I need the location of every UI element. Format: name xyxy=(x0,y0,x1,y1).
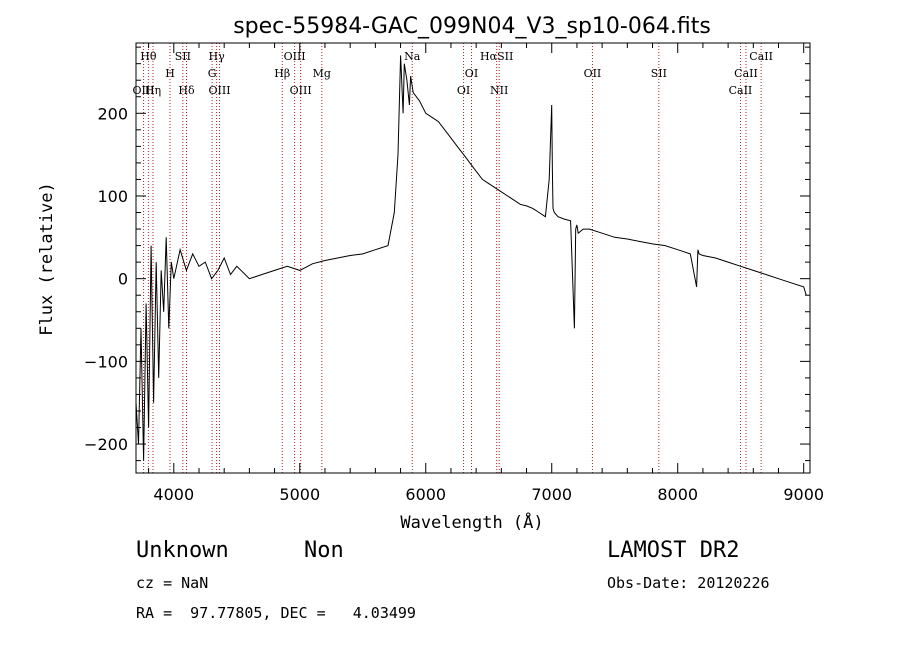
x-tick-label-4000: 4000 xyxy=(153,485,194,504)
y-tick-label-100: 100 xyxy=(97,187,128,206)
x-tick-label-7000: 7000 xyxy=(531,485,572,504)
line-label-21: NII xyxy=(490,84,508,97)
y-tick-label--100: −100 xyxy=(84,352,128,371)
line-label-1: SII xyxy=(175,50,191,63)
line-label-2: Hγ xyxy=(209,50,226,63)
line-label-22: CaII xyxy=(729,84,753,97)
line-label-9: Hβ xyxy=(274,67,290,80)
line-label-15: OIII xyxy=(133,84,155,97)
spectral-line-markers: Hθ SII Hγ OIII Na HαSII CaII H G Hβ Mg OI OII SII CaII… xyxy=(133,43,773,473)
object-class: Unknown xyxy=(136,538,229,563)
coordinates: RA = 97.77805, DEC = 4.03499 xyxy=(136,604,416,622)
line-label-11: OI xyxy=(465,67,478,80)
obs-date: Obs-Date: 20120226 xyxy=(607,574,770,592)
line-label-16: Hη xyxy=(145,84,161,97)
line-label-12: OII xyxy=(584,67,602,80)
line-label-14: CaII xyxy=(734,67,758,80)
y-tick-label-200: 200 xyxy=(97,104,128,123)
x-tick-label-9000: 9000 xyxy=(783,485,824,504)
line-label-5: HαSII xyxy=(480,50,513,63)
y-tick-label--200: −200 xyxy=(84,435,128,454)
line-label-20: OI xyxy=(457,84,470,97)
y-axis-label: Flux (relative) xyxy=(37,182,57,336)
plot-frame xyxy=(135,42,811,474)
chart-title: spec-55984-GAC_099N04_V3_sp10-064.fits xyxy=(233,14,711,39)
line-label-6: CaII xyxy=(749,50,773,63)
line-label-8: G xyxy=(208,67,217,80)
y-tick-label-0: 0 xyxy=(118,270,128,289)
spectrum-line xyxy=(135,55,807,461)
line-label-0: Hθ xyxy=(140,50,157,63)
line-label-13: SII xyxy=(651,67,667,80)
survey-name: LAMOST DR2 xyxy=(607,538,740,563)
x-tick-label-6000: 6000 xyxy=(405,485,446,504)
object-subclass: Non xyxy=(304,538,344,563)
y-axis-ticks: −200 −100 0 100 200 xyxy=(84,46,810,462)
x-tick-label-5000: 5000 xyxy=(279,485,320,504)
x-tick-label-8000: 8000 xyxy=(657,485,698,504)
line-label-4: Na xyxy=(404,50,421,63)
line-label-10: Mg xyxy=(313,67,331,80)
line-label-17: Hδ xyxy=(178,84,195,97)
line-label-19: OIII xyxy=(290,84,312,97)
x-axis-ticks: 4000 5000 6000 7000 8000 9000 xyxy=(148,43,824,504)
x-axis-label: Wavelength (Å) xyxy=(400,511,543,533)
redshift-text: cz = NaN xyxy=(136,574,209,592)
line-label-3: OIII xyxy=(284,50,306,63)
line-label-7: H xyxy=(165,67,175,80)
line-label-18: OIII xyxy=(208,84,230,97)
